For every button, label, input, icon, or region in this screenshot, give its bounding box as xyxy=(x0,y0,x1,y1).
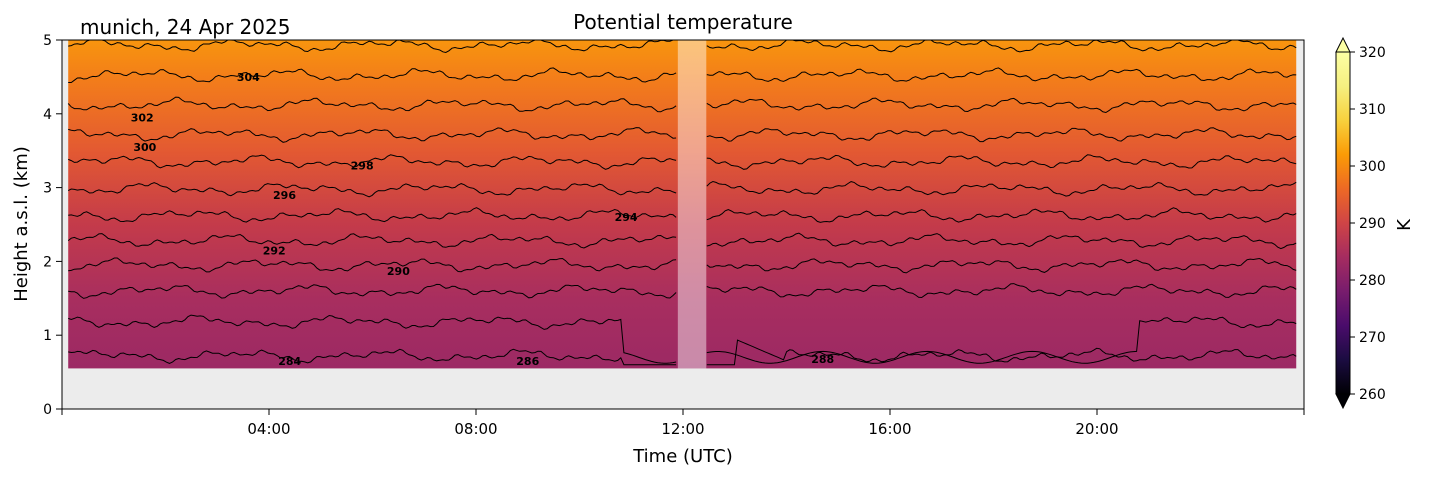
contour-288-right xyxy=(706,283,1297,299)
colorbar-tick-label: 270 xyxy=(1359,330,1386,346)
contour-labels: 284 286 288 290 292 294 296 298 300 302 304 xyxy=(131,71,834,368)
contour-298-left xyxy=(68,154,677,170)
y-axis-ticks: 0 1 2 3 4 5 xyxy=(43,33,62,418)
contour-292-left xyxy=(67,233,677,249)
contour-298-right xyxy=(706,154,1297,170)
contour-294-left xyxy=(68,207,677,223)
colorbar-tick-label: 260 xyxy=(1359,387,1386,403)
colorbar-extend-top xyxy=(1335,36,1351,53)
colorbar-label: K xyxy=(1394,218,1415,231)
contour-306-right xyxy=(706,40,1297,53)
location-date: munich, 24 Apr 2025 xyxy=(80,15,290,39)
no-data-gap xyxy=(677,40,707,369)
colorbar-tick-label: 320 xyxy=(1359,45,1386,61)
contour-label-298: 298 xyxy=(351,159,374,172)
contour-302-right xyxy=(706,97,1297,114)
contour-288-left xyxy=(68,283,677,299)
contour-300-right xyxy=(706,127,1297,143)
contour-304-right xyxy=(706,67,1297,82)
contour-286-right xyxy=(706,316,1297,364)
contour-294-right xyxy=(706,207,1297,223)
y-tick-label: 1 xyxy=(43,328,52,344)
chart-title: Potential temperature xyxy=(573,10,793,34)
contour-label-296: 296 xyxy=(273,189,296,202)
colorbar: 260 270 280 290 300 310 320 K xyxy=(1335,36,1415,410)
y-tick-label: 3 xyxy=(43,181,52,197)
y-tick-label: 5 xyxy=(43,33,52,49)
contour-label-304: 304 xyxy=(237,71,260,84)
contour-292-right xyxy=(706,232,1297,250)
contour-300-left xyxy=(68,127,677,143)
colorbar-tick-label: 290 xyxy=(1359,216,1386,232)
contour-label-292: 292 xyxy=(263,244,286,257)
contour-302-left xyxy=(67,96,677,113)
x-tick-label: 12:00 xyxy=(661,420,704,438)
contour-286-left xyxy=(68,314,677,364)
contour-290-right xyxy=(706,257,1297,274)
x-tick-label: 20:00 xyxy=(1075,420,1118,438)
contour-290-left xyxy=(68,257,677,273)
theta-field xyxy=(68,40,1297,369)
x-tick-label: 08:00 xyxy=(454,420,497,438)
contour-label-288: 288 xyxy=(811,353,834,366)
contour-label-294: 294 xyxy=(615,211,638,224)
colorbar-tick-label: 300 xyxy=(1359,159,1386,175)
contour-296-right xyxy=(706,180,1297,197)
colorbar-tick-label: 280 xyxy=(1359,273,1386,289)
contour-lines xyxy=(67,40,1297,366)
colorbar-tick-label: 310 xyxy=(1359,102,1386,118)
contour-304-left xyxy=(68,67,677,83)
colorbar-body xyxy=(1335,51,1351,395)
contour-label-302: 302 xyxy=(131,111,154,124)
y-axis-label: Height a.s.l. (km) xyxy=(11,146,32,302)
contour-306-left xyxy=(68,40,677,54)
x-tick-label: 16:00 xyxy=(868,420,911,438)
y-tick-label: 4 xyxy=(43,107,52,123)
x-axis-ticks: 04:00 08:00 12:00 16:00 20:00 xyxy=(61,409,1305,438)
contour-296-left xyxy=(67,182,677,198)
x-tick-label: 04:00 xyxy=(247,420,290,438)
y-tick-label: 2 xyxy=(43,254,52,270)
contour-label-290: 290 xyxy=(387,265,410,278)
contour-label-286: 286 xyxy=(516,355,539,368)
contour-284-left xyxy=(68,348,677,366)
contour-label-300: 300 xyxy=(133,141,156,154)
contour-label-284: 284 xyxy=(278,355,301,368)
colorbar-extend-bottom xyxy=(1335,393,1351,410)
colorbar-ticks: 260 270 280 290 300 310 320 xyxy=(1350,45,1386,403)
x-axis-label: Time (UTC) xyxy=(632,446,733,467)
y-tick-label: 0 xyxy=(43,402,52,418)
